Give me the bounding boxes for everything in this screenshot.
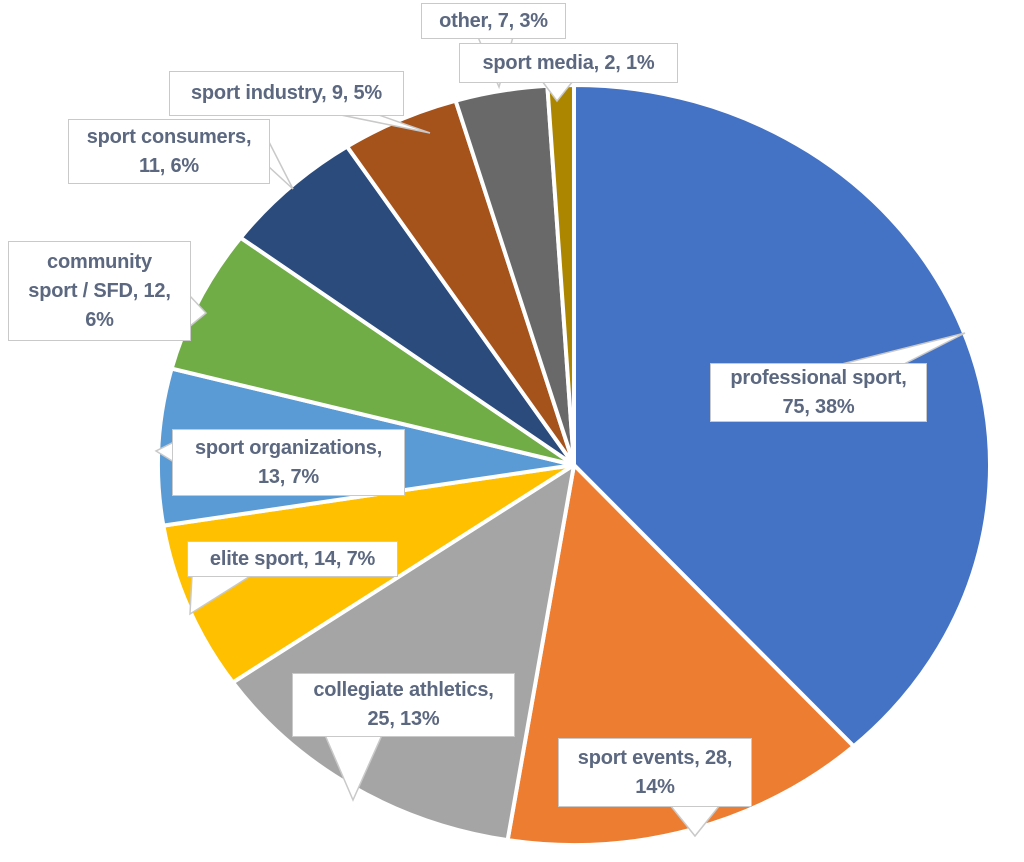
data-label-collegiate-athletics: collegiate athletics, 25, 13%	[292, 673, 515, 737]
data-label-community-sport-sfd: community sport / SFD, 12, 6%	[8, 241, 191, 341]
data-label-sport-media: sport media, 2, 1%	[459, 43, 678, 83]
data-label-other: other, 7, 3%	[421, 3, 566, 39]
pie-slice-community-sport-sfd	[169, 235, 576, 467]
data-label-sport-industry: sport industry, 9, 5%	[169, 71, 404, 116]
data-label-sport-events: sport events, 28, 14%	[558, 738, 752, 807]
data-label-sport-consumers: sport consumers, 11, 6%	[68, 119, 270, 184]
data-label-elite-sport: elite sport, 14, 7%	[187, 541, 398, 577]
data-label-sport-organizations: sport organizations, 13, 7%	[172, 429, 405, 496]
pie-slice-sport-consumers	[238, 144, 576, 467]
callout-tail-sport-consumers	[267, 139, 294, 190]
data-label-professional-sport: professional sport, 75, 38%	[710, 363, 927, 422]
